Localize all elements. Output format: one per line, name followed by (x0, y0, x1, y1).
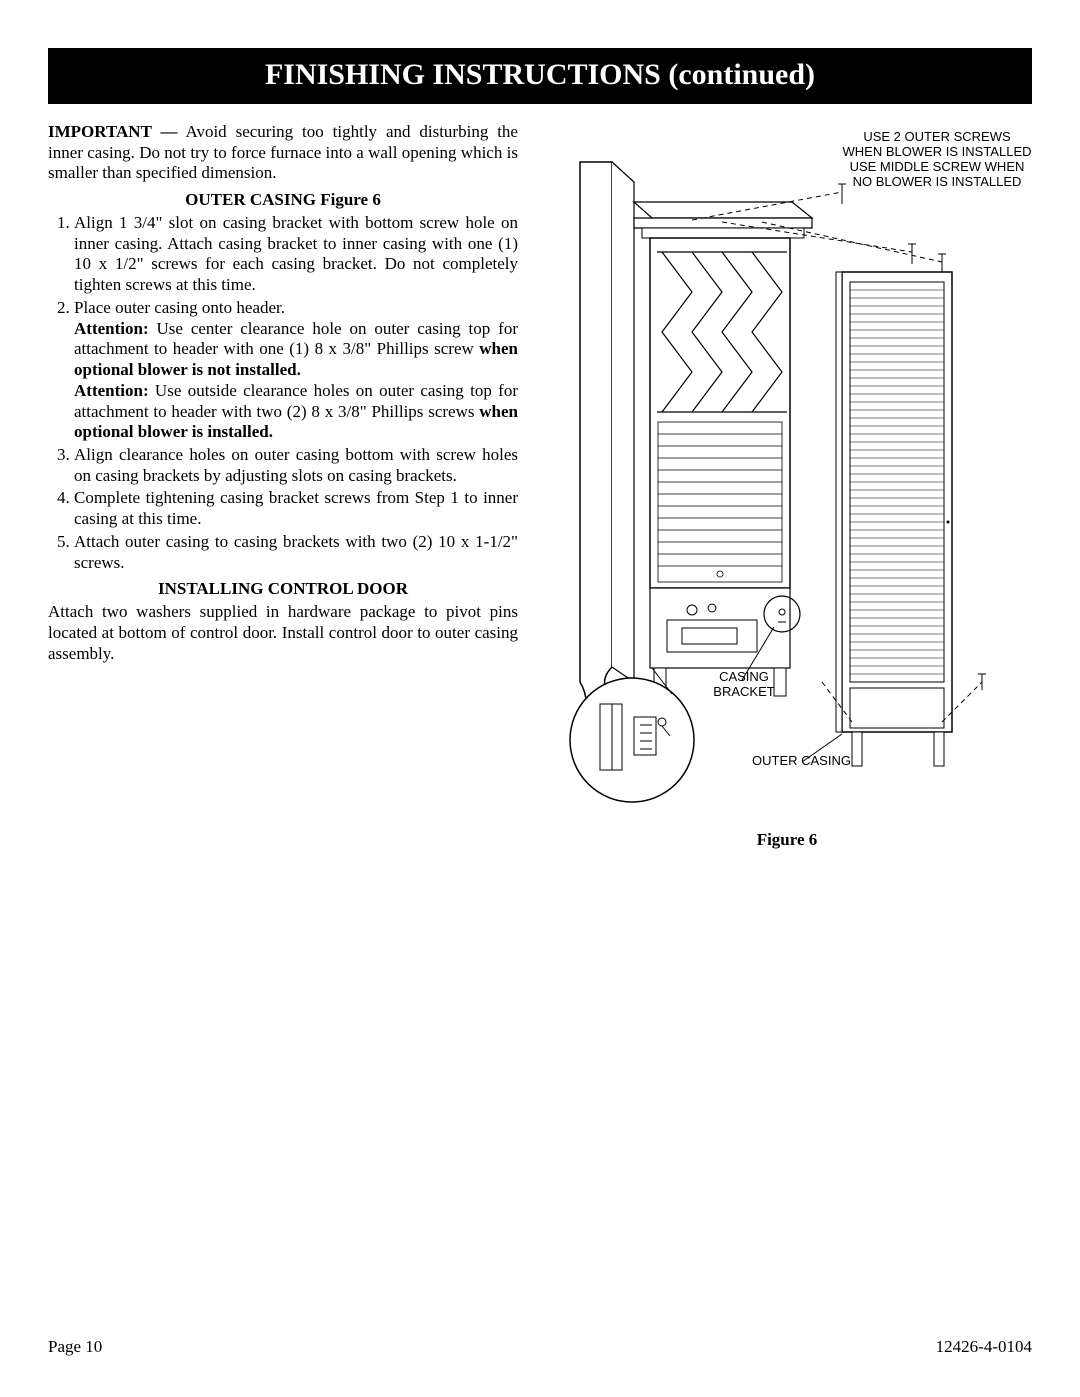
figure-svg (542, 122, 1022, 822)
step-5: Attach outer casing to casing brackets w… (74, 532, 518, 573)
figure-label-top1: USE 2 OUTER SCREWS WHEN BLOWER IS INSTAL… (842, 129, 1031, 159)
step-2-intro: Place outer casing onto header. (74, 298, 285, 317)
attention-2-label: Attention: (74, 381, 149, 400)
control-door-text: Attach two washers supplied in hardware … (48, 602, 518, 664)
page-footer: Page 10 12426-4-0104 (48, 1337, 1032, 1357)
text-column: IMPORTANT — Avoid securing too tightly a… (48, 122, 518, 850)
page-header: FINISHING INSTRUCTIONS (continued) (48, 48, 1032, 104)
figure-6: USE 2 OUTER SCREWS WHEN BLOWER IS INSTAL… (542, 122, 1022, 822)
control-door-heading: INSTALLING CONTROL DOOR (48, 579, 518, 600)
footer-docnum: 12426-4-0104 (936, 1337, 1032, 1357)
important-label: IMPORTANT — (48, 122, 178, 141)
figure-label-top: USE 2 OUTER SCREWS WHEN BLOWER IS INSTAL… (842, 130, 1032, 190)
figure-label-outer-casing: OUTER CASING (752, 754, 872, 769)
content-row: IMPORTANT — Avoid securing too tightly a… (48, 122, 1032, 850)
step-4: Complete tightening casing bracket screw… (74, 488, 518, 529)
figure-label-top2: USE MIDDLE SCREW WHEN NO BLOWER IS INSTA… (850, 159, 1025, 189)
step-3: Align clearance holes on outer casing bo… (74, 445, 518, 486)
outer-casing-steps: Align 1 3/4" slot on casing bracket with… (48, 213, 518, 573)
figure-column: USE 2 OUTER SCREWS WHEN BLOWER IS INSTAL… (542, 122, 1032, 850)
step-1: Align 1 3/4" slot on casing bracket with… (74, 213, 518, 296)
important-paragraph: IMPORTANT — Avoid securing too tightly a… (48, 122, 518, 184)
figure-label-casing-bracket: CASING BRACKET (704, 670, 784, 700)
footer-page: Page 10 (48, 1337, 102, 1357)
figure-caption: Figure 6 (542, 830, 1032, 850)
outer-casing-heading: OUTER CASING Figure 6 (48, 190, 518, 211)
attention-1-label: Attention: (74, 319, 149, 338)
step-2: Place outer casing onto header. Attentio… (74, 298, 518, 443)
